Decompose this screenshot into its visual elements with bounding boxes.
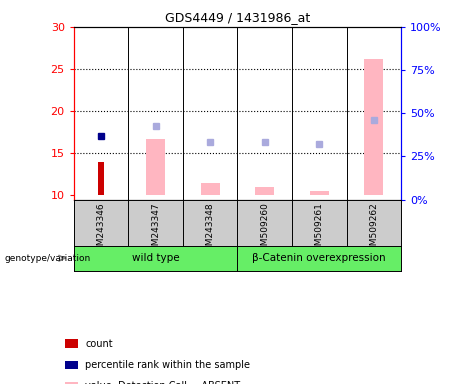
Text: β-Catenin overexpression: β-Catenin overexpression [253,253,386,263]
Text: GSM243348: GSM243348 [206,202,215,257]
Bar [98,162,104,195]
Text: GSM243346: GSM243346 [96,202,106,257]
Text: wild type: wild type [132,253,179,263]
Text: GSM509262: GSM509262 [369,202,378,257]
Title: GDS4449 / 1431986_at: GDS4449 / 1431986_at [165,11,310,24]
Bar [146,139,165,195]
Bar [201,183,220,195]
Bar [255,187,274,195]
Text: GSM509260: GSM509260 [260,202,269,257]
Text: value, Detection Call = ABSENT: value, Detection Call = ABSENT [85,381,240,384]
Bar [364,59,384,195]
Text: count: count [85,339,113,349]
Text: GSM509261: GSM509261 [315,202,324,257]
Text: genotype/variation: genotype/variation [5,254,91,263]
Text: GSM243347: GSM243347 [151,202,160,257]
Text: percentile rank within the sample: percentile rank within the sample [85,360,250,370]
Bar [310,191,329,195]
